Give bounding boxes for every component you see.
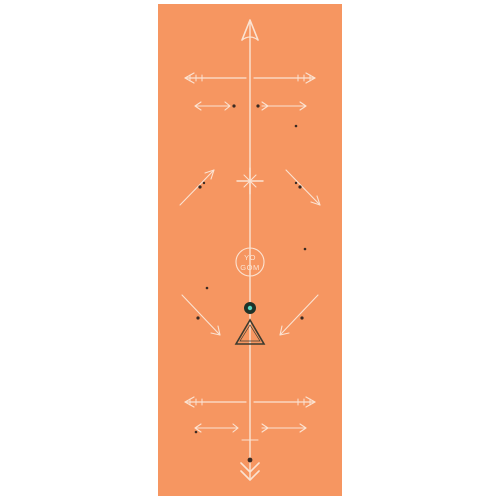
dot (194, 430, 198, 434)
top-left-short-arrow (194, 101, 231, 111)
dot (205, 286, 209, 290)
dot (294, 124, 298, 128)
dot (294, 181, 298, 185)
top-right-short-arrow (261, 101, 307, 111)
logo-line-1: YO (244, 253, 256, 262)
dot (298, 185, 302, 189)
dot (256, 104, 260, 108)
bottom-left-long-arrow (184, 396, 247, 408)
lower-right-diagonal (279, 294, 319, 336)
star-icon (236, 167, 264, 195)
dot (247, 457, 253, 463)
upper-right-diagonal (285, 169, 321, 206)
dot (196, 316, 200, 320)
orb-icon (244, 302, 256, 314)
logo-circle-icon (235, 247, 265, 277)
dot (202, 181, 206, 185)
lower-left-diagonal (181, 294, 221, 336)
logo-line-2: GOM (240, 263, 259, 272)
chevron-down-icon (240, 462, 260, 473)
triangle-icon (234, 318, 266, 345)
chevron-down-icon-second (240, 470, 260, 481)
top-left-long-arrow (184, 72, 247, 84)
dot (232, 104, 236, 108)
top-right-long-arrow (253, 72, 316, 84)
dot (198, 185, 202, 189)
bottom-right-short-arrow (261, 423, 307, 433)
dot (303, 247, 307, 251)
bottom-right-long-arrow (253, 396, 316, 408)
dot (300, 316, 304, 320)
mat-pattern (179, 19, 321, 481)
bottom-left-short-arrow (194, 423, 239, 433)
decorative-dots (194, 104, 307, 463)
arrow-up-icon-base (241, 36, 259, 41)
arrow-up-icon (241, 19, 259, 41)
upper-left-diagonal (179, 169, 215, 206)
